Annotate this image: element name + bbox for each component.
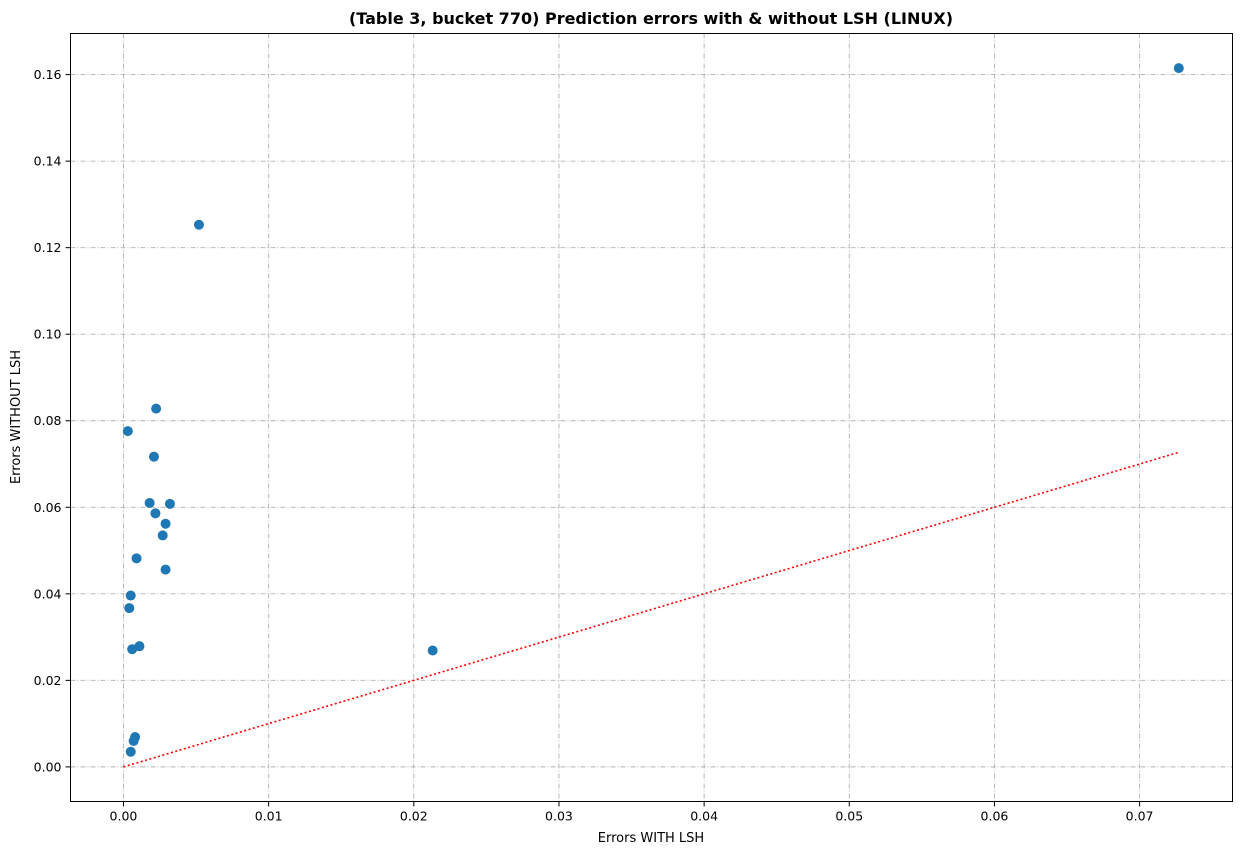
data-points xyxy=(122,63,1184,757)
reference-line xyxy=(123,451,1180,768)
y-tick-label: 0.04 xyxy=(34,586,62,601)
data-point xyxy=(193,219,204,230)
y-tick-label: 0.12 xyxy=(34,240,62,255)
reference-line-layer xyxy=(123,451,1180,768)
y-tick-label: 0.10 xyxy=(34,327,62,342)
y-tick-label: 0.14 xyxy=(34,154,62,169)
data-point xyxy=(427,645,438,656)
data-point xyxy=(151,403,162,414)
y-tick-label: 0.06 xyxy=(34,500,62,515)
data-point xyxy=(160,564,171,575)
axis-ticks: 0.00 0.01 0.02 0.03 0.04 0.05 0.06 0.07 0.00 0.02… xyxy=(34,67,1154,823)
y-axis-label: Errors WITHOUT LSH xyxy=(9,350,24,484)
data-point xyxy=(124,603,135,614)
chart-title: (Table 3, bucket 770) Prediction errors … xyxy=(349,9,953,28)
data-point xyxy=(150,508,161,519)
x-tick-label: 0.02 xyxy=(400,809,428,824)
data-point xyxy=(127,644,138,655)
x-tick-label: 0.07 xyxy=(1126,809,1154,824)
x-tick-label: 0.04 xyxy=(690,809,718,824)
x-axis-label: Errors WITH LSH xyxy=(598,831,704,846)
data-point xyxy=(125,590,136,601)
x-tick-label: 0.03 xyxy=(545,809,573,824)
x-tick-label: 0.00 xyxy=(110,809,138,824)
y-tick-label: 0.16 xyxy=(34,67,62,82)
plot-frame xyxy=(70,33,1233,802)
data-point xyxy=(125,746,136,757)
y-tick-label: 0.00 xyxy=(34,759,62,774)
data-point xyxy=(144,497,155,508)
data-point xyxy=(160,518,171,529)
y-tick-label: 0.02 xyxy=(34,673,62,688)
data-point xyxy=(1173,63,1184,74)
y-tick-label: 0.08 xyxy=(34,413,62,428)
data-point xyxy=(122,426,133,437)
data-point xyxy=(131,553,142,564)
data-point xyxy=(164,498,175,509)
x-tick-label: 0.05 xyxy=(835,809,863,824)
data-point xyxy=(148,451,159,462)
x-tick-label: 0.06 xyxy=(981,809,1009,824)
data-point xyxy=(128,735,139,746)
grid-lines xyxy=(70,33,1233,802)
data-point xyxy=(157,530,168,541)
x-tick-label: 0.01 xyxy=(255,809,283,824)
